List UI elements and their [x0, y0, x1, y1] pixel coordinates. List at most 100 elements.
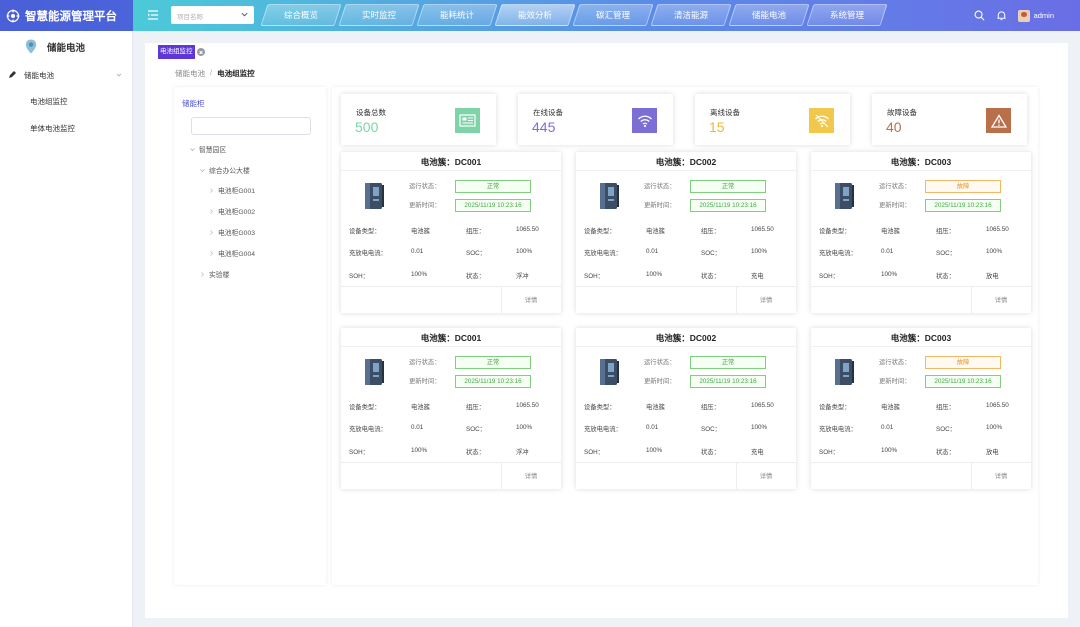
- tree-node-cabinet-g003[interactable]: 电池柜G003: [209, 227, 255, 237]
- avatar[interactable]: [1017, 9, 1030, 22]
- edit-icon: [9, 71, 16, 78]
- search-icon[interactable]: [974, 10, 985, 21]
- device-card: 电池簇：DC001 运行状态： 正常 更新时间： 2025/11/19 10:2…: [341, 152, 561, 314]
- update-time-label: 更新时间：: [644, 202, 676, 209]
- group-voltage-label: 组压：: [466, 404, 485, 411]
- run-status-label: 运行状态：: [409, 359, 441, 366]
- caret-down-icon: [190, 147, 195, 151]
- device-card: 电池簇：DC003 运行状态： 故障 更新时间： 2025/11/19 10:2…: [811, 328, 1031, 490]
- top-header: 智慧能源管理平台 项目名称 综合概览 实时监控 能耗统计 能效分析 碳汇管理 清…: [0, 0, 1080, 31]
- stat-card-offline: 离线设备 15: [695, 94, 850, 145]
- header-tools: admin: [974, 0, 1080, 31]
- update-time-value: 2025/11/19 10:23:16: [690, 375, 766, 388]
- detail-button[interactable]: 详情: [759, 473, 773, 480]
- device-card-footer: 详情: [811, 286, 1031, 314]
- nav-tab-energy-stats[interactable]: 能耗统计: [420, 4, 494, 26]
- close-icon[interactable]: [196, 48, 205, 56]
- detail-button[interactable]: 详情: [524, 297, 538, 304]
- tree-node-lab-building[interactable]: 实验楼: [200, 269, 229, 279]
- group-voltage-value: 1065.50: [516, 402, 539, 409]
- detail-button[interactable]: 详情: [994, 297, 1008, 304]
- sidebar-item-battery-group-monitor[interactable]: 电池组监控: [30, 97, 68, 106]
- breadcrumb: 储能电池 / 电池组监控: [175, 68, 255, 79]
- nav-tab-storage[interactable]: 储能电池: [732, 4, 806, 26]
- group-voltage-label: 组压：: [936, 228, 955, 235]
- device-card-footer: 详情: [341, 462, 561, 490]
- soh-label: SOH：: [819, 273, 839, 280]
- status-badge: 正常: [690, 356, 766, 369]
- group-voltage-value: 1065.50: [986, 402, 1009, 409]
- divider: [971, 287, 972, 314]
- current-label: 充放电电流：: [584, 250, 622, 257]
- nav-tab-carbon[interactable]: 碳汇管理: [576, 4, 650, 26]
- sidebar-item-cell-monitor[interactable]: 单体电池监控: [30, 124, 75, 133]
- current-label: 充放电电流：: [349, 250, 387, 257]
- tree-node-office-building[interactable]: 综合办公大楼: [200, 165, 250, 175]
- user-name[interactable]: admin: [1033, 11, 1054, 20]
- stat-card-fault: 故障设备 40: [872, 94, 1027, 145]
- tree-search-input[interactable]: [191, 117, 311, 135]
- stat-value: 500: [355, 119, 379, 135]
- stat-label: 设备总数: [356, 108, 386, 117]
- tab-battery-group-monitor[interactable]: 电池组监控: [158, 45, 195, 59]
- stat-card-total: 设备总数 500: [341, 94, 496, 145]
- nav-tab-realtime[interactable]: 实时监控: [342, 4, 416, 26]
- bell-icon[interactable]: [996, 10, 1007, 21]
- tree-panel: 储能柜 智慧园区 综合办公大楼 电池柜G001 电池柜G002 电池柜G003 …: [174, 87, 326, 585]
- detail-button[interactable]: 详情: [524, 473, 538, 480]
- device-type-value: 电池簇: [411, 228, 430, 235]
- project-select[interactable]: 项目名称: [171, 6, 254, 24]
- logo-icon: [6, 9, 20, 22]
- stat-label: 故障设备: [887, 108, 917, 117]
- soh-value: 100%: [646, 447, 663, 454]
- content-area: 电池组监控 储能电池 / 电池组监控 储能柜 智慧园区 综合办公大楼 电池柜G0…: [145, 43, 1068, 618]
- device-type-value: 电池簇: [646, 404, 665, 411]
- group-voltage-value: 1065.50: [751, 402, 774, 409]
- soh-label: SOH：: [349, 273, 369, 280]
- soh-value: 100%: [411, 447, 428, 454]
- detail-button[interactable]: 详情: [759, 297, 773, 304]
- soc-value: 100%: [516, 248, 533, 255]
- current-label: 充放电电流：: [584, 426, 622, 433]
- nav-tab-efficiency[interactable]: 能效分析: [498, 4, 572, 26]
- soc-label: SOC：: [466, 426, 486, 433]
- state-label: 状态：: [936, 273, 955, 280]
- menu-fold-icon[interactable]: [147, 9, 159, 21]
- state-value: 浮冲: [516, 449, 529, 456]
- battery-cabinet-icon: [600, 183, 619, 209]
- nav-tab-system[interactable]: 系统管理: [810, 4, 884, 26]
- detail-button[interactable]: 详情: [994, 473, 1008, 480]
- caret-right-icon: [210, 187, 213, 193]
- update-time-label: 更新时间：: [879, 378, 911, 385]
- wifi-icon: [632, 108, 657, 133]
- nav-tab-overview[interactable]: 综合概览: [264, 4, 338, 26]
- tree-node-cabinet-g004[interactable]: 电池柜G004: [209, 248, 255, 258]
- breadcrumb-parent[interactable]: 储能电池: [175, 69, 205, 78]
- tree-node-cabinet-g002[interactable]: 电池柜G002: [209, 206, 255, 216]
- divider: [501, 287, 502, 314]
- run-status-label: 运行状态：: [644, 359, 676, 366]
- status-badge: 正常: [455, 356, 531, 369]
- divider: [576, 346, 796, 347]
- device-type-label: 设备类型：: [349, 228, 381, 235]
- tree-node-campus[interactable]: 智慧园区: [190, 144, 226, 154]
- group-voltage-label: 组压：: [466, 228, 485, 235]
- device-card-footer: 详情: [576, 462, 796, 490]
- current-label: 充放电电流：: [819, 426, 857, 433]
- sidebar-group-storage[interactable]: 储能电池: [0, 62, 132, 88]
- current-label: 充放电电流：: [349, 426, 387, 433]
- divider: [501, 463, 502, 490]
- update-time-label: 更新时间：: [409, 202, 441, 209]
- project-select-placeholder: 项目名称: [177, 14, 203, 21]
- caret-right-icon: [210, 229, 213, 235]
- device-type-value: 电池簇: [881, 404, 900, 411]
- state-label: 状态：: [701, 449, 720, 456]
- sidebar: 储能电池 储能电池 电池组监控 单体电池监控: [0, 31, 133, 627]
- stat-card-online: 在线设备 445: [518, 94, 673, 145]
- nav-tab-clean-energy[interactable]: 清洁能源: [654, 4, 728, 26]
- tab-bar: 电池组监控: [158, 45, 205, 59]
- monitor-icon: [455, 108, 480, 133]
- state-value: 充电: [751, 449, 764, 456]
- group-voltage-value: 1065.50: [751, 226, 774, 233]
- tree-node-cabinet-g001[interactable]: 电池柜G001: [209, 185, 255, 195]
